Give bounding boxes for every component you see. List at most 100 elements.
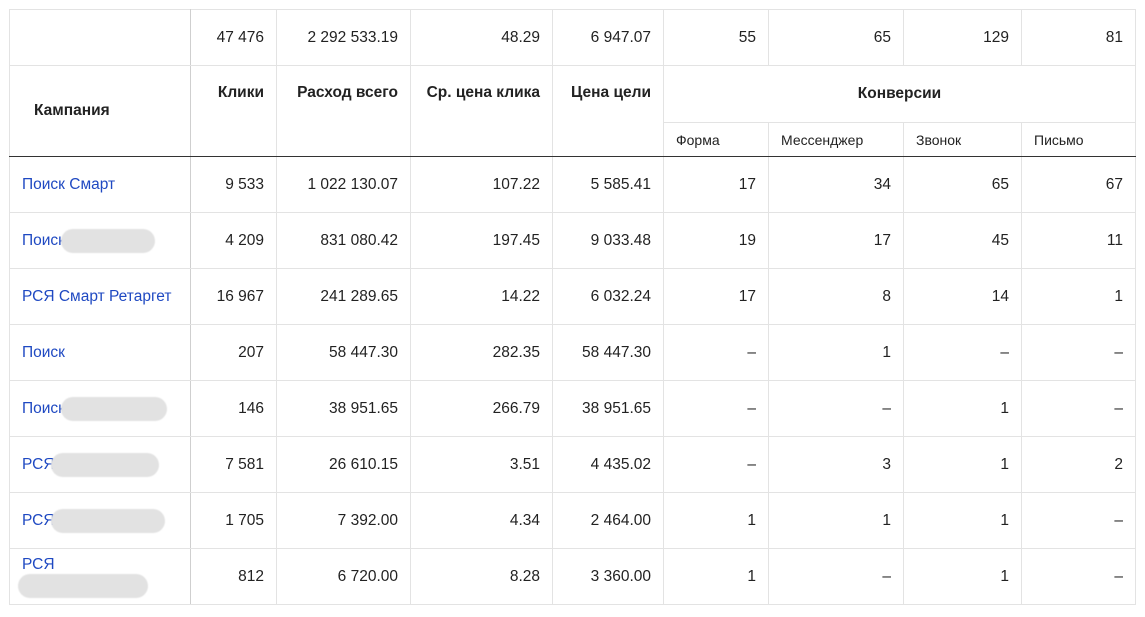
totals-conv-form: 55 (663, 9, 769, 66)
conv-call-cell: 65 (903, 156, 1022, 213)
clicks-cell: 1 705 (190, 492, 277, 549)
goal-price-cell: 5 585.41 (552, 156, 664, 213)
conv-call-cell: – (903, 324, 1022, 381)
cpc-cell: 8.28 (410, 548, 553, 605)
campaign-cell: РСЯ (9, 436, 191, 493)
table-row: РСЯ 1 705 7 392.00 4.34 2 464.00 1 1 1– (9, 492, 1136, 549)
spend-cell: 6 720.00 (276, 548, 411, 605)
goal-price-cell: 3 360.00 (552, 548, 664, 605)
clicks-cell: 146 (190, 380, 277, 437)
totals-goal-price: 6 947.07 (552, 9, 664, 66)
conv-call-cell: 1 (903, 380, 1022, 437)
conv-letter-cell: – (1021, 380, 1136, 437)
redacted-campaign-name (60, 396, 167, 421)
spend-cell: 38 951.65 (276, 380, 411, 437)
conv-form-cell: 1 (663, 548, 769, 605)
campaign-link[interactable]: Поиск (22, 399, 65, 417)
header-clicks[interactable]: Клики (190, 65, 277, 157)
campaign-cell: РСЯ Смарт Ретаргет (9, 268, 191, 325)
spend-cell: 58 447.30 (276, 324, 411, 381)
table-row: Поиск 207 58 447.30 282.35 58 447.30–1– – (9, 324, 1136, 381)
totals-clicks: 47 476 (190, 9, 277, 66)
spend-cell: 1 022 130.07 (276, 156, 411, 213)
goal-price-cell: 58 447.30 (552, 324, 664, 381)
clicks-cell: 4 209 (190, 212, 277, 269)
campaign-link[interactable]: РСЯ (22, 555, 55, 573)
cpc-cell: 4.34 (410, 492, 553, 549)
totals-conv-messenger: 65 (768, 9, 904, 66)
campaign-link[interactable]: РСЯ Смарт Ретаргет (22, 287, 172, 305)
totals-conv-letter: 81 (1021, 9, 1136, 66)
campaign-cell: Поиск (9, 380, 191, 437)
conv-form-cell: 17 (663, 156, 769, 213)
conv-letter-cell: – (1021, 548, 1136, 605)
campaign-link[interactable]: РСЯ (22, 455, 55, 473)
campaign-cell: Поиск (9, 324, 191, 381)
goal-price-cell: 9 033.48 (552, 212, 664, 269)
clicks-cell: 812 (190, 548, 277, 605)
spend-cell: 26 610.15 (276, 436, 411, 493)
header-conversions: Конверсии (663, 65, 1136, 123)
redacted-campaign-name (60, 228, 155, 253)
header-campaign[interactable]: Кампания (9, 65, 191, 157)
cpc-cell: 282.35 (410, 324, 553, 381)
goal-price-cell: 2 464.00 (552, 492, 664, 549)
header-spend[interactable]: Расход всего (276, 65, 411, 157)
campaign-cell: Поиск Смарт (9, 156, 191, 213)
spend-cell: 241 289.65 (276, 268, 411, 325)
conv-messenger-cell: 1 (768, 492, 904, 549)
campaign-link[interactable]: Поиск (22, 231, 65, 249)
conv-call-cell: 14 (903, 268, 1022, 325)
table-row: Поиск 146 38 951.65 266.79 38 951.65– –1– (9, 380, 1136, 437)
campaign-link[interactable]: Поиск Смарт (22, 175, 116, 193)
goal-price-cell: 38 951.65 (552, 380, 664, 437)
header-row: Кампания Клики Расход всего Ср. цена кли… (9, 65, 1136, 157)
conv-messenger-cell: – (768, 548, 904, 605)
table-row: РСЯ 812 6 720.00 8.28 3 360.00 1–1– (9, 548, 1136, 605)
conv-call-cell: 1 (903, 548, 1022, 605)
totals-spend: 2 292 533.19 (276, 9, 411, 66)
cpc-cell: 197.45 (410, 212, 553, 269)
conv-messenger-cell: 3 (768, 436, 904, 493)
campaign-cell: Поиск (9, 212, 191, 269)
conv-form-cell: 1 (663, 492, 769, 549)
conv-letter-cell: 1 (1021, 268, 1136, 325)
totals-conv-call: 129 (903, 9, 1022, 66)
clicks-cell: 7 581 (190, 436, 277, 493)
header-cpc[interactable]: Ср. цена клика (410, 65, 553, 157)
header-conv-letter[interactable]: Письмо (1021, 122, 1136, 157)
campaign-cell: РСЯ (9, 492, 191, 549)
totals-cell-empty (9, 9, 191, 66)
campaign-link[interactable]: РСЯ (22, 511, 55, 529)
conv-messenger-cell: 34 (768, 156, 904, 213)
campaign-link[interactable]: Поиск (22, 343, 65, 361)
cpc-cell: 14.22 (410, 268, 553, 325)
table-row: РСЯ 7 581 26 610.15 3.51 4 435.02–3 1 2 (9, 436, 1136, 493)
campaign-stats-table: 47 476 2 292 533.19 48.29 6 947.07 55 65… (9, 9, 1136, 605)
table-body: Поиск Смарт 9 533 1 022 130.07 107.22 5 585.… (9, 156, 1136, 605)
totals-cpc: 48.29 (410, 9, 553, 66)
conv-letter-cell: 67 (1021, 156, 1136, 213)
conv-form-cell: 19 (663, 212, 769, 269)
header-conv-call[interactable]: Звонок (903, 122, 1022, 157)
header-conv-messenger[interactable]: Мессенджер (768, 122, 904, 157)
totals-row: 47 476 2 292 533.19 48.29 6 947.07 55 65… (9, 9, 1136, 66)
conv-messenger-cell: 1 (768, 324, 904, 381)
header-goal-price[interactable]: Цена цели (552, 65, 664, 157)
table-row: РСЯ Смарт Ретаргет 16 967 241 289.65 14.22 6… (9, 268, 1136, 325)
redacted-campaign-name (50, 508, 165, 533)
clicks-cell: 207 (190, 324, 277, 381)
redacted-campaign-name (50, 452, 159, 477)
header-conv-form[interactable]: Форма (663, 122, 769, 157)
conv-form-cell: – (663, 324, 769, 381)
conv-form-cell: – (663, 380, 769, 437)
conv-messenger-cell: 8 (768, 268, 904, 325)
conv-messenger-cell: – (768, 380, 904, 437)
conv-letter-cell: 2 (1021, 436, 1136, 493)
cpc-cell: 107.22 (410, 156, 553, 213)
conv-call-cell: 45 (903, 212, 1022, 269)
conv-messenger-cell: 17 (768, 212, 904, 269)
conv-letter-cell: – (1021, 492, 1136, 549)
cpc-cell: 266.79 (410, 380, 553, 437)
subheader-row: Форма Мессенджер Звонок Письмо (10, 122, 1136, 157)
